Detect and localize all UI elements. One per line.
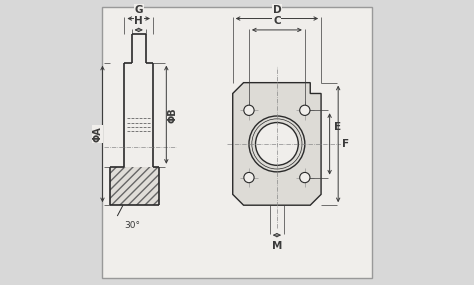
Text: G: G: [135, 5, 143, 15]
Circle shape: [255, 123, 298, 165]
Text: ΦA: ΦA: [92, 126, 102, 142]
Text: H: H: [134, 16, 143, 26]
Circle shape: [300, 105, 310, 115]
Text: C: C: [273, 16, 281, 26]
Text: 30°: 30°: [124, 221, 140, 230]
Bar: [110, 167, 159, 205]
Text: M: M: [272, 241, 282, 251]
Text: D: D: [273, 5, 281, 15]
Polygon shape: [233, 83, 321, 205]
Text: E: E: [334, 122, 341, 132]
Circle shape: [244, 105, 254, 115]
Circle shape: [300, 172, 310, 183]
Text: ΦB: ΦB: [168, 107, 178, 123]
Circle shape: [244, 172, 254, 183]
Text: F: F: [342, 139, 349, 149]
